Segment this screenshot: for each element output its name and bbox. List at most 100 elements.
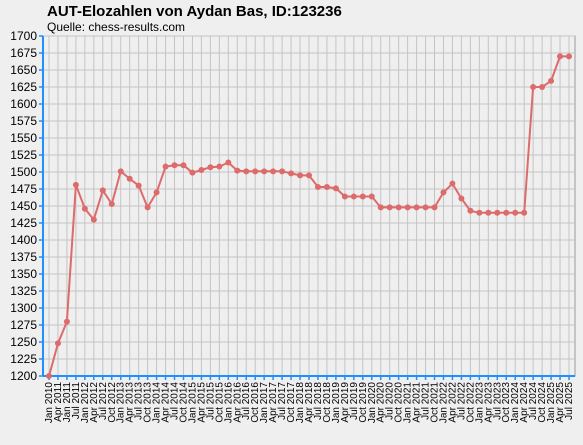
- x-tick-label: Apr 2013: [125, 382, 136, 423]
- x-tick-label: Jan 2022: [438, 382, 449, 424]
- x-tick-label: Apr 2021: [412, 382, 423, 423]
- data-point: [539, 84, 546, 90]
- data-point: [395, 204, 402, 211]
- x-tick-label: Oct 2012: [107, 382, 118, 423]
- x-tick-label: Apr 2024: [519, 382, 530, 423]
- data-point: [332, 185, 339, 192]
- x-tick-label: Oct 2023: [501, 382, 512, 423]
- x-tick-label: Apr 2018: [304, 382, 315, 423]
- x-tick-label: Jan 2017: [259, 382, 270, 424]
- y-tick-label: 1300: [10, 301, 37, 315]
- data-point: [216, 163, 223, 170]
- chart-subtitle: Quelle: chess-results.com: [47, 20, 185, 34]
- data-point: [153, 189, 160, 196]
- data-point: [314, 183, 321, 190]
- x-tick-label: Apr 2015: [196, 382, 207, 423]
- x-tick-label: Oct 2016: [250, 382, 261, 423]
- x-tick-label: Jul 2012: [98, 382, 109, 420]
- x-tick-label: Oct 2024: [537, 382, 548, 423]
- data-point: [548, 77, 555, 84]
- x-tick-label: Jan 2015: [187, 382, 198, 424]
- data-point: [359, 193, 366, 200]
- y-tick-label: 1350: [10, 267, 37, 281]
- x-tick-label: Jan 2023: [474, 382, 485, 424]
- data-point: [99, 187, 106, 194]
- data-point: [207, 164, 214, 171]
- x-tick-label: Jul 2025: [564, 382, 575, 420]
- y-tick-label: 1200: [10, 369, 37, 383]
- x-tick-label: Apr 2012: [89, 382, 100, 423]
- data-point: [180, 162, 187, 169]
- x-tick-label: Jan 2020: [367, 382, 378, 424]
- x-tick-label: Oct 2020: [394, 382, 405, 423]
- x-tick-label: Apr 2019: [340, 382, 351, 423]
- y-tick-label: 1700: [10, 29, 37, 43]
- data-point: [476, 209, 483, 216]
- y-tick-label: 1575: [10, 114, 37, 128]
- data-point: [341, 193, 348, 200]
- data-point: [494, 209, 501, 216]
- data-point: [422, 204, 429, 211]
- data-point: [458, 195, 465, 202]
- x-tick-label: Apr 2022: [447, 382, 458, 423]
- x-tick-label: Jul 2019: [349, 382, 360, 420]
- data-point: [144, 204, 151, 211]
- x-tick-label: Jan 2019: [331, 382, 342, 424]
- data-point: [413, 204, 420, 211]
- x-tick-label: Apr 2023: [483, 382, 494, 423]
- x-tick-label: Jul 2014: [170, 382, 181, 420]
- x-tick-label: Oct 2022: [465, 382, 476, 423]
- x-tick-label: Oct 2019: [358, 382, 369, 423]
- x-tick-label: Apr 2011: [53, 382, 64, 422]
- data-point: [171, 162, 178, 169]
- x-tick-label: Jan 2011: [62, 382, 73, 423]
- data-point: [323, 183, 330, 190]
- data-point: [46, 373, 52, 379]
- y-tick-label: 1475: [10, 182, 37, 196]
- x-tick-label: Apr 2016: [232, 382, 243, 423]
- y-tick-label: 1625: [10, 80, 37, 94]
- data-point: [234, 167, 241, 174]
- data-point: [350, 193, 357, 200]
- data-point: [117, 168, 124, 175]
- data-point: [377, 204, 384, 211]
- data-point: [512, 209, 519, 216]
- data-point: [288, 170, 295, 177]
- data-point: [198, 166, 205, 173]
- data-point: [485, 209, 492, 216]
- chart-title: AUT-Elozahlen von Aydan Bas, ID:123236: [47, 3, 342, 20]
- data-point: [90, 216, 97, 223]
- x-tick-label: Oct 2015: [214, 382, 225, 423]
- data-point: [386, 204, 393, 211]
- y-tick-label: 1600: [10, 97, 37, 111]
- y-tick-label: 1675: [10, 46, 37, 60]
- x-tick-label: Jan 2024: [510, 382, 521, 424]
- y-tick-label: 1650: [10, 63, 37, 77]
- x-tick-label: Apr 2020: [376, 382, 387, 423]
- x-tick-label: Jul 2020: [385, 382, 396, 420]
- x-tick-label: Jan 2021: [403, 382, 414, 424]
- x-tick-label: Jul 2024: [528, 382, 539, 420]
- x-tick-label: Oct 2021: [430, 382, 441, 423]
- x-tick-label: Jan 2018: [295, 382, 306, 424]
- y-tick-label: 1400: [10, 233, 37, 247]
- data-point: [404, 204, 411, 211]
- x-tick-label: Apr 2014: [161, 382, 172, 423]
- x-tick-label: Jul 2018: [313, 382, 324, 420]
- x-tick-label: Jul 2013: [134, 382, 145, 420]
- y-tick-label: 1425: [10, 216, 37, 230]
- data-point: [63, 318, 70, 325]
- data-point: [467, 207, 474, 214]
- x-tick-label: Jul 2021: [421, 382, 432, 420]
- x-tick-label: Oct 2013: [143, 382, 154, 423]
- data-point: [270, 168, 277, 175]
- y-tick-label: 1325: [10, 284, 37, 298]
- x-tick-label: Jan 2014: [152, 382, 163, 424]
- plot-area: 1200 1225 1250 1275 1300 1325 1350 1375 1400 1425…: [10, 29, 576, 424]
- data-point: [261, 168, 268, 175]
- x-tick-label: Jul 2015: [205, 382, 216, 420]
- y-tick-label: 1275: [10, 318, 37, 332]
- data-point: [243, 168, 250, 175]
- x-tick-label: Jan 2012: [80, 382, 91, 424]
